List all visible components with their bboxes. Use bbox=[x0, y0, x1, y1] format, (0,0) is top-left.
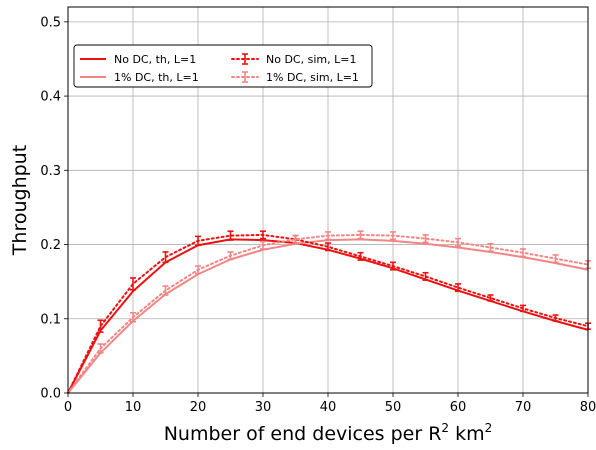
y-tick-label: 0.0 bbox=[40, 387, 61, 402]
error-bar bbox=[195, 235, 201, 247]
error-bar bbox=[325, 231, 331, 241]
error-bar bbox=[357, 230, 364, 240]
legend-label: No DC, th, L=1 bbox=[114, 53, 196, 66]
error-bar bbox=[97, 343, 104, 354]
error-bar bbox=[487, 294, 494, 302]
x-tick-label: 10 bbox=[125, 400, 142, 415]
x-tick-label: 40 bbox=[320, 400, 337, 415]
error-bar bbox=[422, 234, 429, 244]
plot-series bbox=[67, 230, 591, 394]
error-bar bbox=[130, 312, 136, 323]
legend-entry: 1% DC, th, L=1 bbox=[80, 71, 199, 84]
y-tick-label: 0.1 bbox=[40, 312, 61, 327]
y-tick-label: 0.3 bbox=[40, 164, 61, 179]
axis-ticks: 0 10 20 30 40 50 60 70 80 0.0 0.1 0.2 0.3 0.4 0.5 bbox=[40, 15, 596, 415]
x-tick-label: 80 bbox=[580, 400, 596, 415]
y-axis-label: Throughput bbox=[9, 145, 31, 256]
x-tick-label: 70 bbox=[515, 400, 532, 415]
error-bar bbox=[227, 230, 234, 241]
x-axis-label-text: Number of end devices per R bbox=[164, 423, 442, 445]
legend-entry: No DC, th, L=1 bbox=[80, 53, 196, 66]
x-tick-label: 60 bbox=[450, 400, 467, 415]
error-bar bbox=[390, 261, 396, 271]
error-bar bbox=[520, 304, 526, 313]
legend-entry: 1% DC, sim, L=1 bbox=[231, 71, 359, 84]
x-tick-label: 50 bbox=[385, 400, 402, 415]
error-bar bbox=[292, 234, 299, 244]
error-bar bbox=[487, 242, 494, 253]
legend-label: No DC, sim, L=1 bbox=[266, 53, 356, 66]
legend-label: 1% DC, th, L=1 bbox=[114, 71, 199, 84]
x-axis-label: Number of end devices per R2 km2 bbox=[164, 421, 493, 445]
error-bar bbox=[162, 285, 169, 296]
x-axis-label-sup: 2 bbox=[441, 421, 449, 435]
error-bar bbox=[520, 248, 526, 258]
error-bar bbox=[455, 283, 461, 293]
error-bar bbox=[130, 277, 136, 291]
error-bar bbox=[162, 251, 169, 264]
y-tick-label: 0.4 bbox=[40, 90, 61, 105]
error-bar bbox=[195, 265, 201, 275]
error-bar bbox=[260, 230, 266, 240]
legend-entry: No DC, sim, L=1 bbox=[231, 53, 356, 66]
error-bar bbox=[97, 319, 104, 333]
legend: No DC, th, L=1 1% DC, th, L=1 No DC, sim, … bbox=[73, 44, 373, 88]
error-bar bbox=[260, 240, 266, 250]
series-3 bbox=[67, 230, 591, 394]
error-bar bbox=[357, 251, 364, 261]
x-tick-label: 20 bbox=[190, 400, 207, 415]
legend-label: 1% DC, sim, L=1 bbox=[266, 71, 359, 84]
error-bar bbox=[552, 254, 559, 264]
legend-box bbox=[73, 44, 373, 88]
y-tick-label: 0.5 bbox=[40, 15, 61, 30]
x-tick-label: 0 bbox=[64, 400, 72, 415]
error-bar bbox=[552, 314, 559, 322]
x-axis-label-sup-2: 2 bbox=[485, 421, 493, 435]
error-bar bbox=[422, 271, 429, 281]
x-axis-label-unit: km bbox=[449, 423, 485, 445]
grid bbox=[67, 7, 589, 394]
error-bar bbox=[227, 251, 234, 261]
error-bar bbox=[390, 231, 396, 241]
x-tick-label: 30 bbox=[255, 400, 272, 415]
y-tick-label: 0.2 bbox=[40, 238, 61, 253]
error-bar bbox=[325, 242, 331, 252]
error-bar bbox=[455, 237, 461, 247]
